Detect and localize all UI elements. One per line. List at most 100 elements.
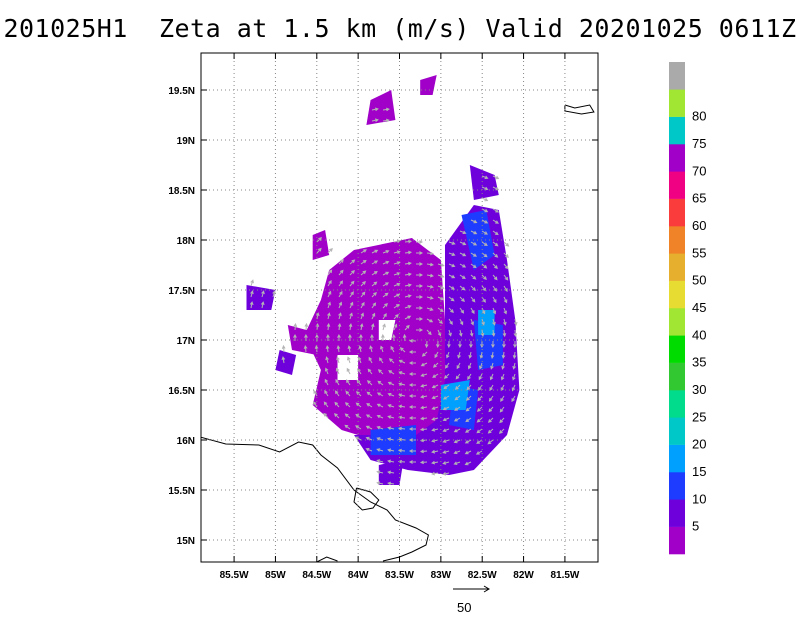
- wind-vector: [345, 390, 351, 397]
- y-tick-label: 17.5N: [168, 286, 195, 297]
- wind-vector: [487, 439, 494, 445]
- coastlines: [201, 104, 595, 562]
- wind-vector: [371, 302, 377, 309]
- wind-vector: [250, 290, 254, 298]
- wind-vector: [324, 378, 329, 386]
- x-tick-label: 82.5W: [468, 570, 497, 581]
- colorbar: 5 10 15 20 25 30 35 40 45 50 55 60 65 70 75 80: [669, 62, 706, 555]
- wind-vector: [347, 356, 351, 364]
- wind-vector: [470, 241, 478, 246]
- wind-vector: [313, 389, 318, 397]
- wind-vector: [360, 291, 366, 298]
- wind-vector: [479, 351, 484, 359]
- wind-vector: [370, 323, 375, 331]
- wind-vector: [513, 318, 518, 326]
- reference-vector: 50: [453, 585, 490, 615]
- wind-vector: [416, 317, 424, 321]
- wind-vector: [393, 313, 399, 320]
- wind-vector: [512, 362, 516, 370]
- wind-vector: [447, 340, 451, 349]
- colorbar-label: 30: [692, 382, 706, 397]
- wind-vector: [404, 261, 412, 266]
- wind-vector: [454, 384, 461, 390]
- wind-vector: [371, 107, 379, 112]
- wind-vector: [344, 402, 351, 408]
- wind-vector: [492, 318, 496, 326]
- wind-vector: [349, 269, 355, 276]
- wind-vector: [376, 403, 384, 408]
- wind-vector: [459, 274, 466, 279]
- wind-vector: [334, 401, 340, 408]
- wind-vector: [492, 241, 499, 247]
- wind-vector: [303, 344, 308, 353]
- wind-vector: [446, 351, 450, 359]
- wind-vector: [393, 261, 401, 265]
- wind-vector: [402, 333, 407, 342]
- wind-vector: [492, 307, 497, 315]
- wind-vector: [316, 247, 322, 254]
- wind-vector: [346, 379, 351, 386]
- wind-vector: [503, 307, 507, 315]
- wind-vector: [424, 340, 429, 349]
- wind-vector: [466, 384, 472, 391]
- wind-vector: [349, 301, 354, 309]
- y-tick-label: 18N: [177, 236, 195, 247]
- wind-vector: [501, 351, 506, 359]
- blank-region: [337, 355, 359, 380]
- coastline: [564, 104, 595, 115]
- colorbar-label: 70: [692, 163, 706, 178]
- x-tick-label: 84W: [348, 570, 369, 581]
- colorbar-label: 60: [692, 218, 706, 233]
- wind-vector: [481, 208, 489, 213]
- wind-vector: [371, 312, 376, 320]
- wind-vector: [408, 350, 416, 354]
- wind-vector: [442, 417, 450, 422]
- wind-vector: [481, 197, 489, 202]
- wind-vector: [479, 362, 483, 370]
- wind-vector: [448, 296, 455, 302]
- coastline: [353, 487, 380, 511]
- wind-vector: [366, 391, 373, 397]
- wind-vector: [371, 260, 379, 265]
- wind-vector: [481, 241, 488, 246]
- wind-vector: [359, 333, 363, 342]
- wind-vector: [376, 459, 384, 463]
- y-tick-label: 15.5N: [168, 486, 195, 497]
- wind-vector: [281, 344, 286, 353]
- colorbar-label: 15: [692, 464, 706, 479]
- wind-vector: [420, 362, 428, 367]
- wind-vector: [442, 395, 450, 400]
- axis-ticks: 85.5W 85W 84.5W 84W 83.5W 83W 82.5W 82W 81.5W 15N…: [168, 53, 598, 581]
- wind-vector: [367, 368, 373, 375]
- wind-vector: [387, 404, 395, 408]
- wind-vector: [431, 406, 439, 410]
- wind-vector: [419, 460, 428, 465]
- wind-vector: [393, 323, 398, 331]
- wind-vector: [376, 470, 384, 474]
- wind-vector: [377, 380, 384, 386]
- wind-vectors: [249, 107, 518, 486]
- wind-vector: [376, 392, 384, 397]
- wind-vector: [453, 461, 461, 465]
- colorbar-label: 45: [692, 300, 706, 315]
- wind-vector: [398, 359, 406, 364]
- wind-vector: [387, 392, 395, 397]
- wind-vector: [416, 284, 424, 288]
- wind-vector: [437, 274, 445, 278]
- wind-vector: [327, 247, 333, 254]
- wind-vector: [431, 384, 439, 389]
- wind-vector: [369, 345, 373, 353]
- field-region-5: [420, 75, 437, 95]
- wind-vector: [512, 373, 516, 381]
- wind-vector: [467, 362, 472, 370]
- wind-vector: [365, 425, 373, 430]
- wind-vector: [359, 323, 364, 331]
- wind-vector: [420, 405, 428, 410]
- wind-vector: [431, 449, 439, 454]
- wind-vector: [459, 252, 467, 257]
- colorbar-swatch: [669, 89, 685, 117]
- wind-vector: [487, 417, 494, 423]
- reference-arrow-head: [483, 585, 490, 593]
- wind-vector: [468, 351, 473, 359]
- wind-vector: [327, 290, 332, 298]
